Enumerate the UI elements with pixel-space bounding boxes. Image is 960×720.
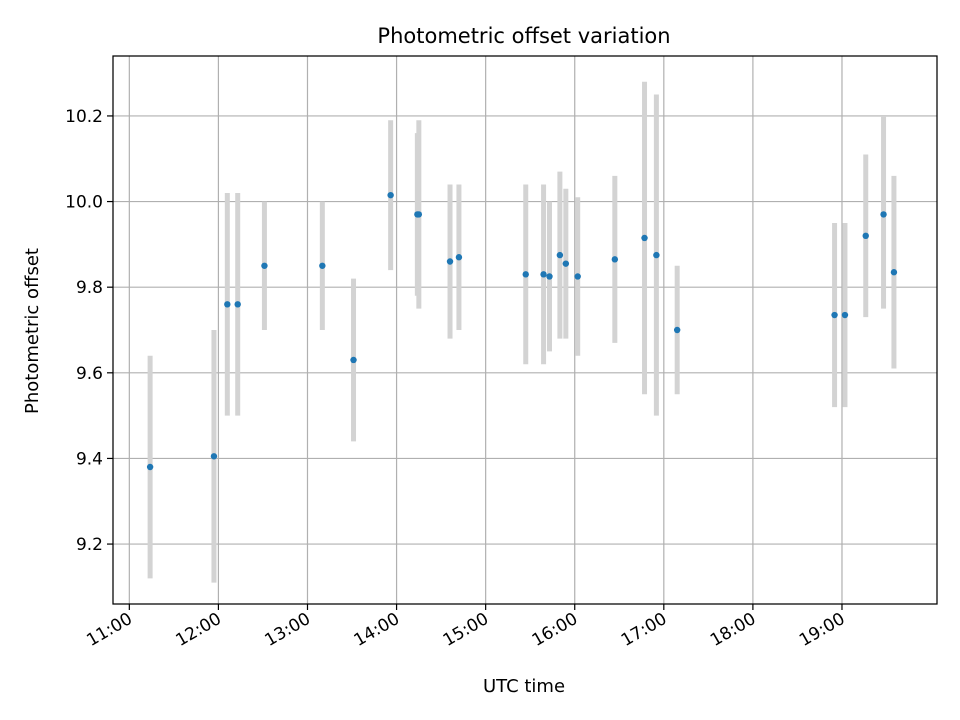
- data-point: [234, 301, 241, 308]
- data-point: [319, 262, 326, 269]
- data-point: [415, 211, 423, 218]
- data-point: [841, 311, 849, 319]
- y-tick-label: 10.2: [65, 107, 103, 127]
- data-points: [55, 191, 898, 471]
- data-point: [146, 463, 154, 471]
- data-point: [574, 273, 581, 280]
- data-point: [261, 262, 268, 269]
- y-tick-label: 9.4: [76, 449, 103, 469]
- data-point: [540, 271, 547, 278]
- y-tick-label: 9.8: [76, 278, 103, 298]
- data-point: [522, 271, 529, 278]
- x-tick-label: 12:00: [172, 609, 224, 651]
- x-tick-label: 14:00: [351, 609, 403, 651]
- chart-title: Photometric offset variation: [377, 24, 670, 48]
- data-point: [350, 356, 357, 364]
- data-point: [641, 234, 648, 242]
- data-point: [546, 273, 553, 280]
- data-point: [653, 251, 660, 259]
- data-point: [210, 453, 218, 460]
- data-point: [880, 211, 887, 218]
- y-tick-label: 10.0: [65, 193, 103, 213]
- x-tick-label: 17:00: [618, 609, 670, 651]
- data-point: [387, 191, 394, 199]
- error-bars: [147, 81, 897, 583]
- x-axis-label: UTC time: [483, 676, 565, 697]
- y-tick-label: 9.2: [76, 535, 103, 555]
- data-point: [455, 254, 463, 261]
- data-point: [611, 256, 619, 263]
- x-tick-label: 18:00: [707, 609, 759, 651]
- y-axis-label: Photometric offset: [22, 248, 43, 414]
- data-point: [556, 251, 564, 259]
- data-point: [446, 258, 454, 265]
- x-tick-label: 13:00: [262, 609, 314, 651]
- data-point: [224, 301, 231, 308]
- x-tick-label: 19:00: [796, 609, 848, 651]
- data-point: [673, 326, 681, 334]
- data-point: [831, 311, 838, 319]
- data-point: [562, 260, 570, 267]
- x-tick-label: 16:00: [529, 609, 581, 651]
- data-point: [55, 327, 61, 333]
- y-tick-label: 9.6: [76, 364, 103, 384]
- x-tick-label: 15:00: [440, 609, 492, 651]
- data-point: [862, 232, 869, 240]
- plot-frame: [112, 55, 938, 605]
- data-point: [890, 269, 898, 276]
- x-tick-label: 11:00: [83, 609, 135, 651]
